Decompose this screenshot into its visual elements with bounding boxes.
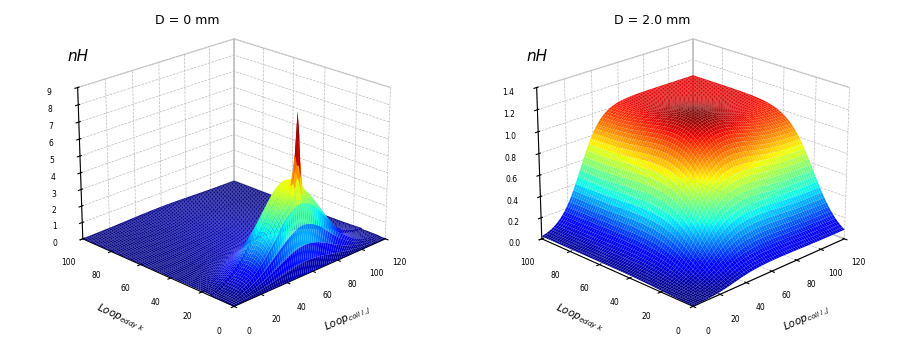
Text: D = 0 mm: D = 0 mm <box>155 14 219 27</box>
Y-axis label: Loop$_{eddy\ k}$: Loop$_{eddy\ k}$ <box>95 301 148 335</box>
Text: nH: nH <box>67 49 88 64</box>
X-axis label: Loop$_{coil\ i,j}$: Loop$_{coil\ i,j}$ <box>321 301 373 335</box>
Text: D = 2.0 mm: D = 2.0 mm <box>614 14 690 27</box>
X-axis label: Loop$_{coil\ i,j}$: Loop$_{coil\ i,j}$ <box>780 301 832 335</box>
Text: nH: nH <box>526 49 547 64</box>
Y-axis label: Loop$_{eddy\ k}$: Loop$_{eddy\ k}$ <box>554 301 607 335</box>
